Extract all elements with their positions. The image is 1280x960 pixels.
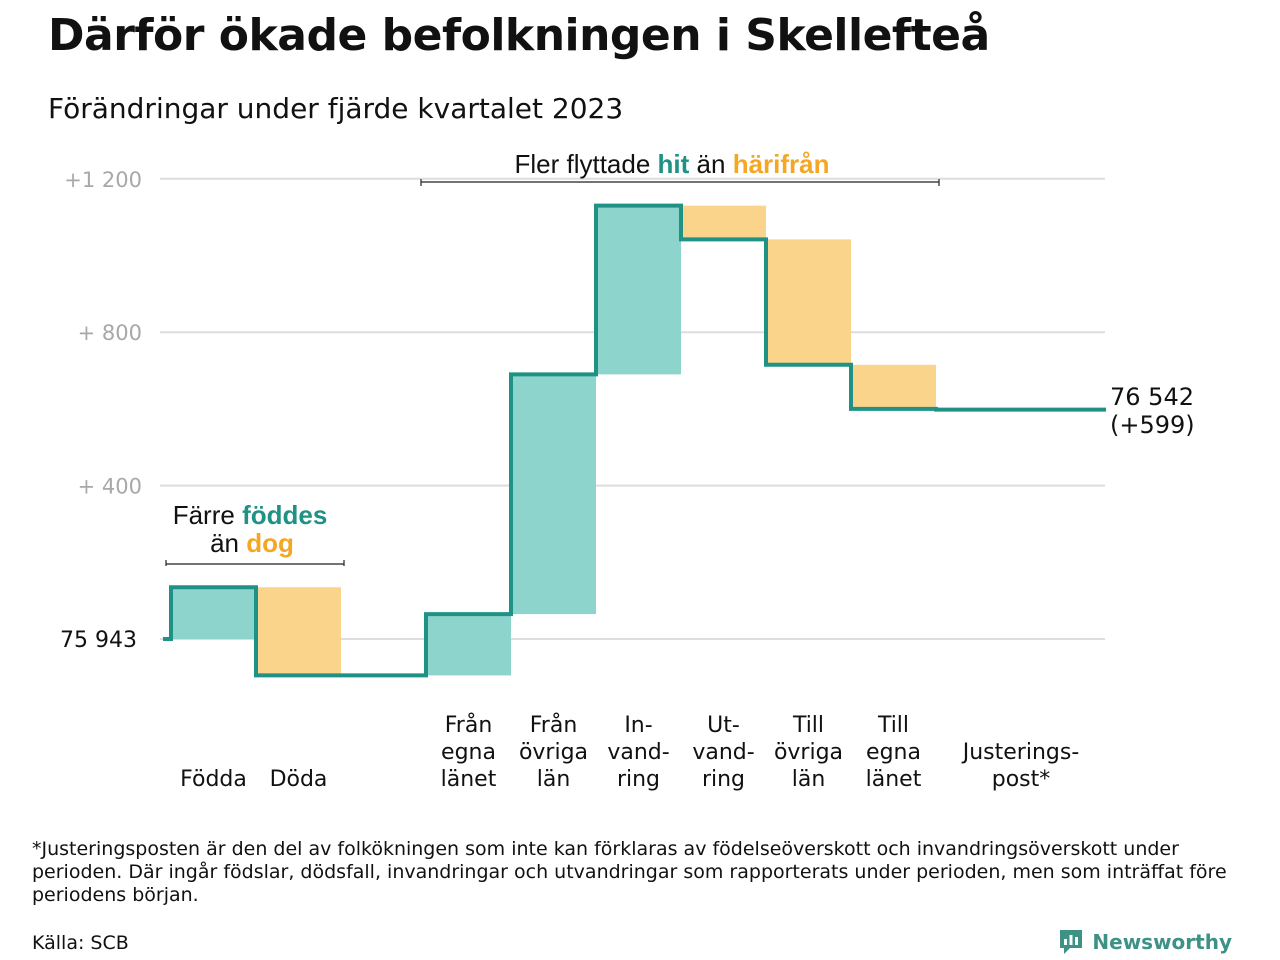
- bar: [171, 587, 256, 639]
- migration-annotation: Fler flyttade hit än härifrån: [420, 149, 940, 186]
- births-annotation-line1: Färre föddes: [173, 500, 328, 530]
- bar: [681, 205, 766, 240]
- end-change: (+599): [1110, 411, 1195, 439]
- migration-annotation-text: Fler flyttade hit än härifrån: [514, 149, 829, 179]
- cumulative-step-line: [163, 203, 1106, 678]
- category-label: Döda: [270, 767, 328, 792]
- bar-chart-speech-bubble-icon: [1060, 930, 1083, 954]
- category-label: Födda: [180, 767, 247, 792]
- migration-bracket: [420, 179, 940, 186]
- bar: [596, 205, 681, 375]
- footnote: *Justeringsposten är den del av folkökni…: [32, 838, 1227, 906]
- category-label: länet: [866, 767, 922, 792]
- end-value: 76 542: [1110, 383, 1194, 411]
- bar: [766, 239, 851, 365]
- category-label: övriga: [774, 740, 843, 765]
- chart-subtitle: Förändringar under fjärde kvartalet 2023: [48, 92, 624, 125]
- births-annotation-line2: än dog: [210, 528, 294, 558]
- bar: [511, 374, 596, 615]
- bar: [851, 364, 936, 409]
- chart-title: Därför ökade befolkningen i Skellefteå: [48, 10, 990, 61]
- category-label: övriga: [519, 740, 588, 765]
- category-label: post*: [992, 767, 1051, 792]
- bars: [171, 205, 936, 676]
- start-value-label: 75 943: [60, 628, 137, 653]
- category-label: län: [537, 767, 571, 792]
- births-annotation: Färre föddes än dog: [165, 500, 345, 566]
- y-tick-label: +1 200: [64, 168, 142, 192]
- category-label: länet: [441, 767, 497, 792]
- category-label: Från: [445, 712, 493, 738]
- category-label: län: [792, 767, 826, 792]
- end-value-label: 76 542 (+599): [1110, 383, 1195, 439]
- category-label: vand-: [692, 740, 754, 765]
- y-axis-ticks: +1 200 + 800 + 400 75 943: [60, 168, 142, 653]
- category-label: ring: [702, 767, 745, 792]
- bar: [426, 614, 511, 676]
- brand-name: Newsworthy: [1092, 930, 1232, 954]
- category-label: Till: [877, 713, 909, 738]
- y-tick-label: + 400: [78, 475, 142, 499]
- bar: [256, 587, 341, 676]
- source-label: Källa: SCB: [32, 932, 129, 954]
- category-label: In-: [624, 713, 652, 738]
- category-label: Till: [792, 713, 824, 738]
- y-tick-label: + 800: [78, 321, 142, 345]
- category-labels: Födda DödaFrånegnalänetFrånövrigalänIn-va…: [180, 712, 1079, 792]
- category-label: ring: [617, 767, 660, 792]
- newsworthy-logo: Newsworthy: [1058, 928, 1232, 956]
- category-label: Justerings-: [961, 740, 1080, 765]
- category-label: egna: [441, 740, 496, 765]
- category-label: Ut-: [707, 713, 740, 738]
- category-label: egna: [866, 740, 921, 765]
- births-bracket: [165, 560, 345, 566]
- category-label: Från: [530, 712, 578, 738]
- category-label: vand-: [607, 740, 669, 765]
